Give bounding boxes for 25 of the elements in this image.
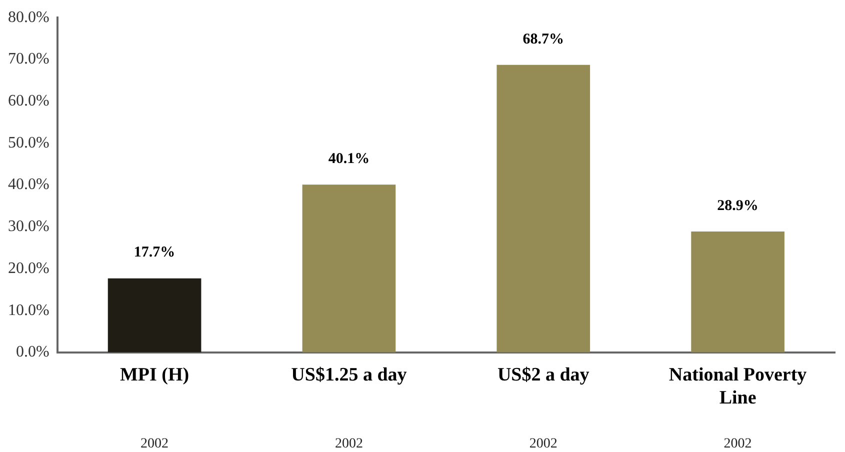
data-label: 28.9% xyxy=(717,198,758,214)
text: 2002 xyxy=(140,436,169,452)
text: 2002 xyxy=(529,436,558,452)
y-tick-label: 80.0% xyxy=(8,8,50,26)
bar xyxy=(108,278,202,352)
text: 2002 xyxy=(724,436,752,452)
x-tick-label: MPI (H) xyxy=(120,364,190,386)
bar xyxy=(691,231,784,352)
data-label: 17.7% xyxy=(134,244,176,261)
bar xyxy=(496,64,590,352)
y-tick-label: 0.0% xyxy=(16,344,50,361)
y-tick-label: 60.0% xyxy=(8,92,50,110)
y-tick-label: 50.0% xyxy=(8,134,50,152)
x-tick-label: US$2 a day xyxy=(497,364,590,386)
bar xyxy=(302,184,396,352)
y-tick-label: 30.0% xyxy=(8,218,50,236)
y-tick-label: 70.0% xyxy=(8,50,50,68)
data-label: 40.1% xyxy=(328,150,370,167)
y-tick-label: 40.0% xyxy=(8,176,50,194)
x-tick-label: National Poverty Line xyxy=(668,364,808,409)
y-tick-label: 20.0% xyxy=(8,260,50,277)
x-tick-label: US$1.25 a day xyxy=(291,364,408,386)
text: 2002 xyxy=(334,436,363,452)
data-label: 68.7% xyxy=(522,31,564,48)
y-tick-label: 10.0% xyxy=(8,302,50,319)
